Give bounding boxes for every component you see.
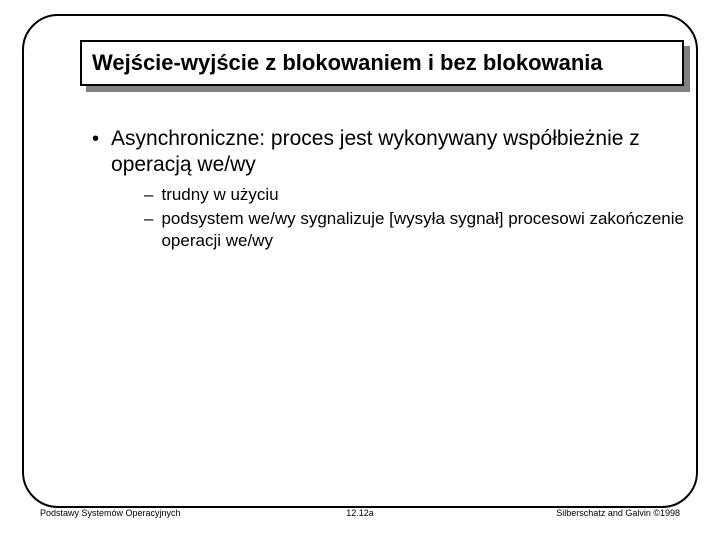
footer-right: Silberschatz and Galvin ©1998 [556,508,680,518]
sub-bullet-item: – podsystem we/wy sygnalizuje [wysyła sy… [144,208,694,252]
sub-bullet-list: – trudny w użyciu – podsystem we/wy sygn… [144,184,694,252]
sub-bullet-text: trudny w użyciu [161,184,278,206]
title-box: Wejście-wyjście z blokowaniem i bez blok… [80,40,684,86]
sub-bullet-marker: – [144,208,153,230]
bullet-text: Asynchroniczne: proces jest wykonywany w… [111,126,694,178]
slide-frame: Wejście-wyjście z blokowaniem i bez blok… [22,14,698,508]
sub-bullet-item: – trudny w użyciu [144,184,694,206]
sub-bullet-text: podsystem we/wy sygnalizuje [wysyła sygn… [161,208,694,252]
footer-left: Podstawy Systemów Operacyjnych [40,508,181,518]
content-area: • Asynchroniczne: proces jest wykonywany… [84,126,694,254]
slide-title: Wejście-wyjście z blokowaniem i bez blok… [92,50,603,76]
footer: Podstawy Systemów Operacyjnych 12.12a Si… [40,508,680,518]
bullet-item: • Asynchroniczne: proces jest wykonywany… [84,126,694,178]
bullet-marker: • [92,126,99,152]
footer-center: 12.12a [346,508,374,518]
sub-bullet-marker: – [144,184,153,206]
